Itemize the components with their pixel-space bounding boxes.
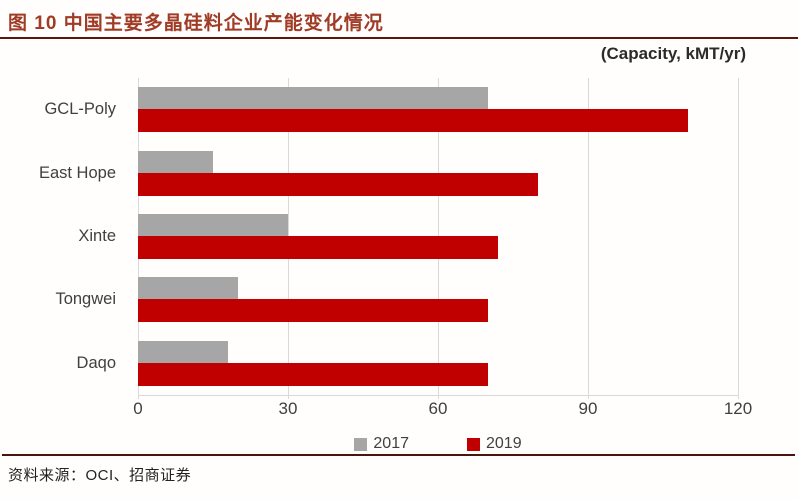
bar-2017-tongwei <box>138 277 238 300</box>
bar-2019-east-hope <box>138 172 538 196</box>
tickmark-30 <box>288 395 289 399</box>
data-source-note: 资料来源：OCI、招商证券 <box>8 467 192 484</box>
bar-2017-gcl-poly <box>138 87 488 110</box>
legend-swatch-2017 <box>354 437 368 451</box>
bar-2019-xinte <box>138 235 498 259</box>
tickmark-60 <box>438 395 439 399</box>
gridline-120 <box>738 78 739 395</box>
chart-row-gcl-poly <box>138 78 738 141</box>
chart-legend: 2017 2019 <box>138 435 738 453</box>
legend-label-2019: 2019 <box>486 435 522 452</box>
legend-item-2017: 2017 <box>354 435 409 453</box>
bar-2017-xinte <box>138 213 288 236</box>
chart-row-east-hope <box>138 141 738 204</box>
category-axis-labels: GCL-Poly East Hope Xinte Tongwei Daqo <box>0 78 126 395</box>
x-tick-label-90: 90 <box>578 399 598 418</box>
x-tick-label-60: 60 <box>428 399 448 418</box>
legend-swatch-2019 <box>467 437 480 451</box>
x-tick-label-30: 30 <box>278 399 298 418</box>
figure-title: 图 10 中国主要多晶硅料企业产能变化情况 <box>8 13 384 34</box>
bar-2017-east-hope <box>138 150 213 173</box>
footer-separator-line <box>2 454 795 456</box>
x-tick-label-0: 0 <box>133 399 143 418</box>
bar-2019-daqo <box>138 362 488 386</box>
category-label-tongwei: Tongwei <box>55 290 116 309</box>
chart-row-tongwei <box>138 268 738 331</box>
tickmark-0 <box>138 395 139 399</box>
bar-2017-daqo <box>138 340 228 363</box>
tickmark-90 <box>588 395 589 399</box>
gridline-90 <box>588 78 589 395</box>
bar-2019-tongwei <box>138 299 488 323</box>
legend-label-2017: 2017 <box>373 435 409 452</box>
bar-2019-gcl-poly <box>138 109 688 133</box>
category-label-gcl-poly: GCL-Poly <box>44 100 116 119</box>
plot-area <box>138 78 739 399</box>
category-label-xinte: Xinte <box>78 227 116 246</box>
x-axis-tick-labels: 0 30 60 90 120 <box>133 399 752 421</box>
chart-row-daqo <box>138 332 738 395</box>
legend-item-2019: 2019 <box>467 435 522 453</box>
title-underline <box>0 37 798 39</box>
chart-units-subtitle: (Capacity, kMT/yr) <box>600 44 746 63</box>
x-tick-label-120: 120 <box>723 399 753 418</box>
tickmark-120 <box>738 395 739 399</box>
category-label-east-hope: East Hope <box>38 163 116 182</box>
category-label-daqo: Daqo <box>76 353 116 372</box>
chart-row-xinte <box>138 205 738 268</box>
